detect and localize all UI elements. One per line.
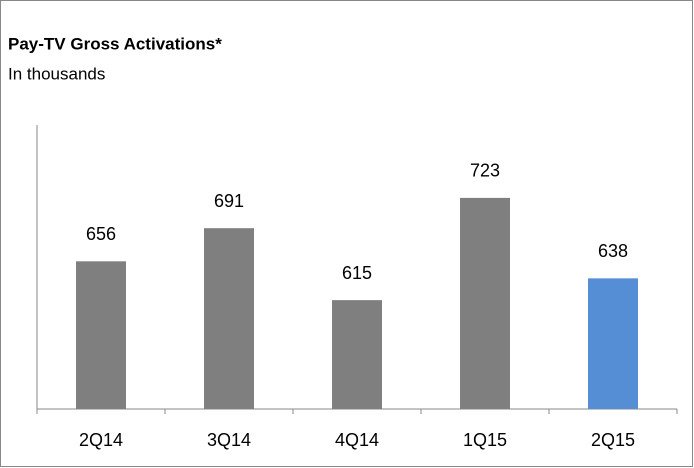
value-label: 638 — [598, 241, 628, 261]
x-tick-label: 2Q15 — [591, 430, 635, 450]
bar — [460, 197, 510, 409]
x-tick-label: 1Q15 — [463, 430, 507, 450]
x-tick-label: 3Q14 — [207, 430, 251, 450]
x-tick-label: 4Q14 — [335, 430, 379, 450]
bar — [588, 278, 638, 409]
value-label: 615 — [342, 263, 372, 283]
chart-title: Pay-TV Gross Activations* — [8, 34, 222, 53]
bar — [76, 261, 126, 409]
value-label: 691 — [214, 191, 244, 211]
chart-subtitle: In thousands — [8, 64, 105, 83]
bar — [204, 228, 254, 409]
bar — [332, 300, 382, 409]
x-tick-label: 2Q14 — [79, 430, 123, 450]
value-label: 656 — [86, 224, 116, 244]
value-label: 723 — [470, 161, 500, 181]
